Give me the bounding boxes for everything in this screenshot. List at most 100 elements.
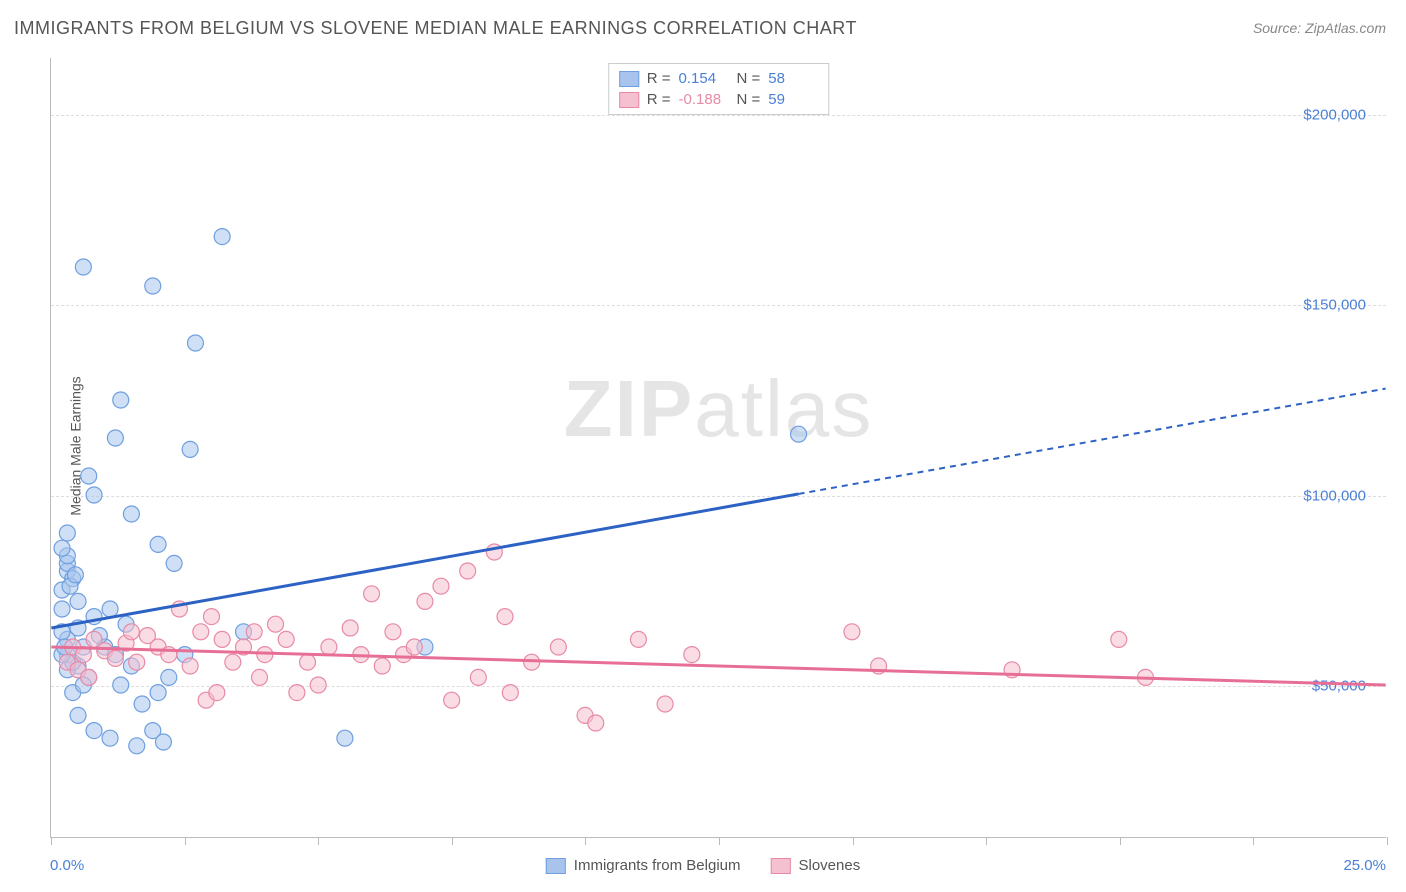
n-label: N = xyxy=(737,70,761,87)
data-point xyxy=(497,609,513,625)
data-point xyxy=(252,669,268,685)
data-point xyxy=(300,654,316,670)
x-tick xyxy=(1253,837,1254,845)
data-point xyxy=(67,567,83,583)
data-point xyxy=(209,685,225,701)
data-point xyxy=(193,624,209,640)
n-value-belgium: 58 xyxy=(768,70,818,87)
data-point xyxy=(278,631,294,647)
data-point xyxy=(246,624,262,640)
data-point xyxy=(417,593,433,609)
source-attribution: Source: ZipAtlas.com xyxy=(1253,20,1386,36)
data-point xyxy=(630,631,646,647)
data-point xyxy=(134,696,150,712)
x-tick xyxy=(51,837,52,845)
data-point xyxy=(182,658,198,674)
legend-row-slovene: R = -0.188 N = 59 xyxy=(619,89,819,110)
data-point xyxy=(406,639,422,655)
data-point xyxy=(225,654,241,670)
legend-row-belgium: R = 0.154 N = 58 xyxy=(619,68,819,89)
data-point xyxy=(123,624,139,640)
data-point xyxy=(102,730,118,746)
x-tick xyxy=(853,837,854,845)
x-tick xyxy=(318,837,319,845)
data-point xyxy=(342,620,358,636)
data-point xyxy=(145,278,161,294)
legend-correlation-box: R = 0.154 N = 58 R = -0.188 N = 59 xyxy=(608,63,830,115)
data-point xyxy=(150,536,166,552)
data-point xyxy=(86,723,102,739)
plot-area: ZIPatlas R = 0.154 N = 58 R = -0.188 N =… xyxy=(50,58,1386,838)
data-point xyxy=(364,586,380,602)
n-value-slovene: 59 xyxy=(768,91,818,108)
x-tick xyxy=(452,837,453,845)
data-point xyxy=(214,229,230,245)
legend-item-belgium: Immigrants from Belgium xyxy=(546,857,741,874)
data-point xyxy=(107,650,123,666)
data-point xyxy=(81,468,97,484)
data-point xyxy=(107,430,123,446)
data-point xyxy=(166,555,182,571)
trend-line-dashed xyxy=(799,389,1386,494)
data-point xyxy=(81,669,97,685)
swatch-slovene-icon xyxy=(771,858,791,874)
swatch-slovene xyxy=(619,92,639,108)
x-axis-label-min: 0.0% xyxy=(50,857,84,874)
data-point xyxy=(337,730,353,746)
data-point xyxy=(444,692,460,708)
x-tick xyxy=(585,837,586,845)
data-point xyxy=(155,734,171,750)
data-point xyxy=(203,609,219,625)
data-point xyxy=(214,631,230,647)
data-point xyxy=(460,563,476,579)
data-point xyxy=(433,578,449,594)
data-point xyxy=(54,601,70,617)
data-point xyxy=(502,685,518,701)
data-point xyxy=(385,624,401,640)
data-point xyxy=(791,426,807,442)
data-point xyxy=(86,487,102,503)
data-point xyxy=(374,658,390,674)
data-point xyxy=(684,647,700,663)
data-point xyxy=(70,707,86,723)
data-point xyxy=(321,639,337,655)
x-tick xyxy=(1120,837,1121,845)
data-point xyxy=(59,525,75,541)
data-point xyxy=(150,685,166,701)
chart-title: IMMIGRANTS FROM BELGIUM VS SLOVENE MEDIA… xyxy=(14,18,857,39)
x-tick xyxy=(719,837,720,845)
swatch-belgium-icon xyxy=(546,858,566,874)
data-point xyxy=(187,335,203,351)
legend-label-belgium: Immigrants from Belgium xyxy=(574,857,741,874)
data-point xyxy=(844,624,860,640)
x-tick xyxy=(1387,837,1388,845)
data-point xyxy=(161,669,177,685)
data-point xyxy=(54,540,70,556)
x-tick xyxy=(185,837,186,845)
data-point xyxy=(268,616,284,632)
data-point xyxy=(129,738,145,754)
legend-series: Immigrants from Belgium Slovenes xyxy=(546,857,860,874)
data-point xyxy=(129,654,145,670)
n-label: N = xyxy=(737,91,761,108)
data-point xyxy=(123,506,139,522)
data-point xyxy=(113,392,129,408)
r-value-belgium: 0.154 xyxy=(679,70,729,87)
data-point xyxy=(182,441,198,457)
data-point xyxy=(470,669,486,685)
r-label: R = xyxy=(647,70,671,87)
data-point xyxy=(1111,631,1127,647)
data-point xyxy=(102,601,118,617)
plot-svg xyxy=(51,58,1386,837)
data-point xyxy=(588,715,604,731)
data-point xyxy=(113,677,129,693)
legend-item-slovene: Slovenes xyxy=(771,857,861,874)
data-point xyxy=(310,677,326,693)
legend-label-slovene: Slovenes xyxy=(799,857,861,874)
data-point xyxy=(550,639,566,655)
data-point xyxy=(289,685,305,701)
data-point xyxy=(75,259,91,275)
x-tick xyxy=(986,837,987,845)
data-point xyxy=(70,593,86,609)
data-point xyxy=(657,696,673,712)
